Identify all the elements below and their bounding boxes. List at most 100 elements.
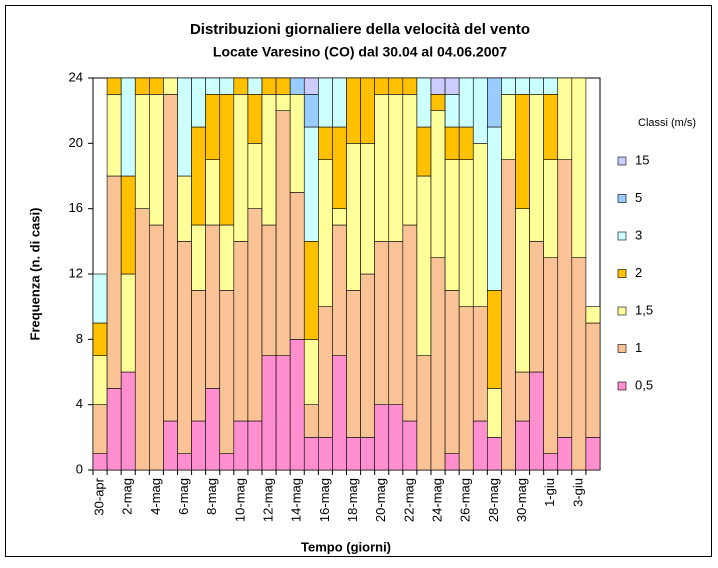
bar-segment [557,437,573,471]
bar-segment [444,290,460,454]
bar-segment [92,273,108,324]
x-axis-title: Tempo (giorni) [301,539,391,554]
x-tick-label: 2-mag [120,478,135,515]
bar-segment [374,94,390,242]
bar-segment [275,94,291,111]
x-tick-label: 30-apr [91,477,106,515]
y-tick-label: 16 [69,200,83,215]
legend-label: 3 [635,227,642,242]
bar-segment [332,208,347,226]
y-tick-label: 20 [69,135,83,150]
bar-segment [444,126,460,160]
bar-segment [332,126,347,209]
bar-segment [177,453,192,471]
bar-segment [106,77,122,95]
bar-segment [585,322,601,438]
bar-segment [487,290,502,389]
bar-segment [388,404,404,471]
bar-segment [289,94,305,193]
bar-segment [501,77,516,95]
bar-segment [275,77,291,95]
bar-segment [332,355,347,471]
bar-segment [233,77,249,95]
bar-segment [205,388,221,471]
bar-segment [472,77,488,144]
bar-segment [191,290,206,422]
bar-segment [543,94,559,160]
bar-segment [303,339,319,405]
bar-segment [318,437,333,471]
bar-segment [177,241,192,454]
bar-segment [134,208,150,471]
bar-segment [444,94,460,128]
bar-segment [430,110,446,258]
bar-segment [247,94,263,144]
x-tick-label: 16-mag [317,478,332,522]
bar-segment [191,126,206,226]
x-tick-label: 14-mag [289,478,304,522]
legend-label: 5 [635,190,642,205]
bar-segment [487,77,502,128]
bar-segment [120,77,136,177]
x-tick-label: 10-mag [232,478,247,522]
x-tick-label: 4-mag [148,478,163,515]
bar-segment [374,241,390,405]
bar-segment [557,77,573,160]
bar-segment [585,306,601,324]
bar-segment [515,420,530,471]
bar-segment [106,175,122,389]
bar-segment [360,437,375,471]
bar-segment [247,208,263,422]
bar-segment [360,273,375,438]
legend-swatch [617,306,627,316]
bar-segment [247,143,263,209]
bar-segment [501,94,516,160]
bar-segment [472,143,488,307]
bar-segment [543,77,559,95]
bar-segment [205,94,221,160]
bar-segment [571,77,587,258]
x-tick-label: 28-mag [486,478,501,522]
bar-segment [261,94,277,226]
bar-segment [416,126,432,177]
bar-segment [374,404,390,471]
bar-segment [332,77,347,128]
bar-segment [501,159,516,471]
legend-label: 0,5 [635,377,653,392]
bar-segment [191,77,206,128]
bar-segment [444,453,460,471]
bar-segment [233,420,249,471]
bar-segment [571,257,587,471]
bar-segment [233,241,249,422]
x-tick-label: 12-mag [260,478,275,522]
bar-segment [92,322,108,356]
bar-segment [92,355,108,405]
x-tick-label: 20-mag [373,478,388,522]
bar-segment [149,224,164,471]
bar-segment [92,453,108,471]
bar-segment [487,437,502,471]
bar-segment [416,77,432,128]
bar-segment [205,77,221,95]
bar-segment [303,126,319,242]
x-tick-label: 8-mag [204,478,219,515]
bar-segment [163,77,178,95]
x-tick-label: 3-giu [570,478,585,507]
bar-segment [134,77,150,95]
bar-segment [149,77,164,95]
bar-segment [177,77,192,177]
bar-segment [543,453,559,471]
bar-segment [402,420,418,471]
legend-swatch [617,381,627,391]
x-tick-label: 1-giu [542,478,557,507]
x-tick-label: 18-mag [345,478,360,522]
bar-segment [402,94,418,226]
bar-segment [529,371,544,471]
bar-segment [458,77,474,128]
bar-segment [134,94,150,209]
legend-swatch [617,231,627,241]
bar-segment [318,126,333,160]
bar-segment [205,224,221,389]
bar-segment [529,77,544,95]
bar-segment [247,420,263,471]
